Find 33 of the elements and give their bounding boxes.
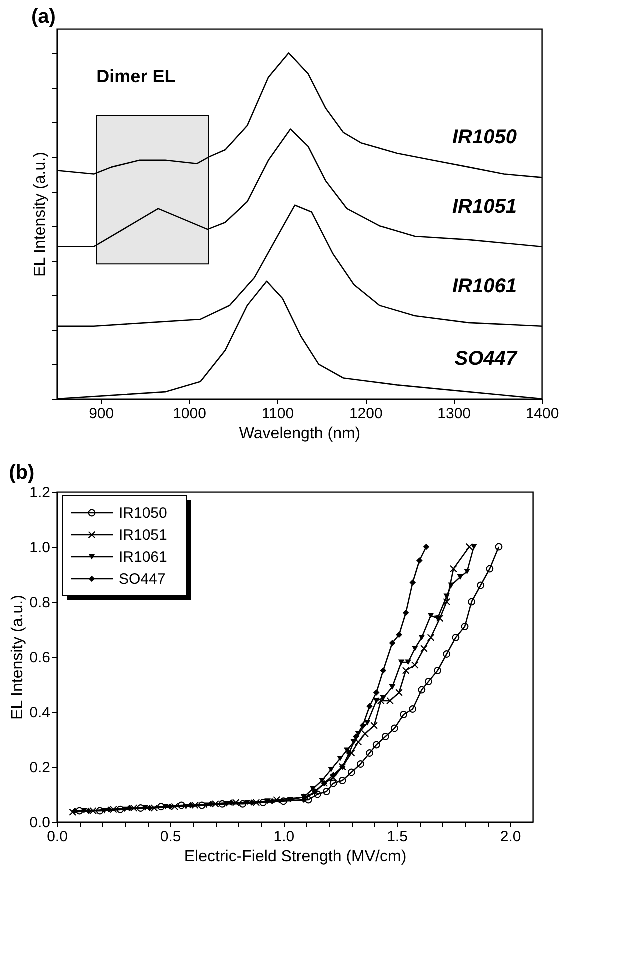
y-tick-label: 0.2 xyxy=(30,760,50,776)
y-tick-label: 0.0 xyxy=(30,814,50,832)
x-axis-title: Wavelength (nm) xyxy=(239,426,361,442)
x-tick-label: 1.0 xyxy=(274,828,295,846)
x-tick-label: 1200 xyxy=(349,406,383,422)
y-tick-label: 0.4 xyxy=(30,704,50,722)
y-tick-label: 1.0 xyxy=(30,540,50,556)
series-label: IR1051 xyxy=(452,196,517,218)
legend-label: IR1050 xyxy=(119,505,168,522)
series-label: SO447 xyxy=(454,348,518,370)
x-tick-label: 2.0 xyxy=(500,828,522,846)
x-tick-label: 1400 xyxy=(526,406,560,422)
x-tick-label: 900 xyxy=(89,406,114,422)
x-tick-label: 1000 xyxy=(173,406,206,422)
chart-title: (b) xyxy=(9,462,35,484)
y-tick-label: 1.2 xyxy=(30,484,50,502)
legend-label: Dimer EL xyxy=(96,66,176,86)
legend-label: SO447 xyxy=(119,571,166,588)
legend-label: IR1051 xyxy=(119,527,168,544)
x-tick-label: 1300 xyxy=(438,406,472,422)
x-tick-label: 0.5 xyxy=(160,828,182,846)
x-axis-title: Electric-Field Strength (MV/cm) xyxy=(184,848,407,866)
series-label: IR1061 xyxy=(452,275,517,298)
y-axis-title: EL Intensity (a.u.) xyxy=(10,595,27,720)
legend-label: IR1061 xyxy=(119,549,168,566)
series-label: IR1050 xyxy=(452,126,517,149)
y-axis-title: EL Intensity (a.u.) xyxy=(32,152,49,277)
y-tick-label: 0.8 xyxy=(30,594,50,612)
x-tick-label: 1100 xyxy=(262,406,294,422)
chart-title: (a) xyxy=(32,6,56,28)
x-tick-label: 1.5 xyxy=(387,828,408,846)
y-tick-label: 0.6 xyxy=(30,650,50,666)
x-tick-label: 0.0 xyxy=(47,828,68,846)
